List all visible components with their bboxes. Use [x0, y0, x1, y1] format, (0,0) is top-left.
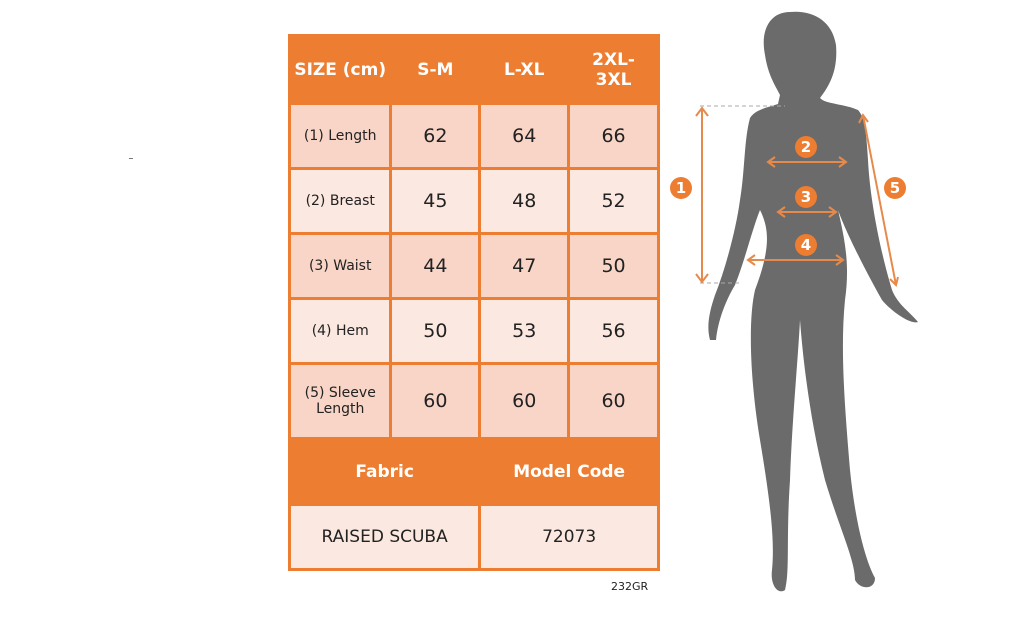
- fabric-value: RAISED SCUBA: [287, 503, 482, 571]
- cell: 44: [389, 232, 482, 300]
- size-chart-table: SIZE (cm) S-M L-XL 2XL-3XL (1) Length 62…: [287, 34, 660, 571]
- cell: 66: [567, 102, 660, 170]
- col-header: L-XL: [478, 34, 571, 105]
- cell: 45: [389, 167, 482, 235]
- marker-1: 1: [676, 179, 686, 197]
- table-row: (3) Waist 44 47 50: [287, 232, 660, 300]
- cell: 53: [478, 297, 571, 365]
- table-row: (4) Hem 50 53 56: [287, 297, 660, 365]
- row-label: (4) Hem: [287, 297, 393, 365]
- model-code-value: 72073: [478, 503, 660, 571]
- cell: 60: [389, 362, 482, 440]
- row-label: (3) Waist: [287, 232, 393, 300]
- body-measurement-illustration: 1 2 3 4 5: [670, 11, 918, 592]
- cell: 64: [478, 102, 571, 170]
- cell: 60: [567, 362, 660, 440]
- fabric-header-row: Fabric Model Code: [287, 437, 660, 506]
- fabric-row: RAISED SCUBA 72073: [287, 503, 660, 571]
- size-header: SIZE (cm): [287, 34, 393, 105]
- product-code: 232GR: [611, 580, 649, 593]
- body-silhouette: [708, 11, 918, 592]
- header-row: SIZE (cm) S-M L-XL 2XL-3XL: [287, 34, 660, 105]
- col-header: 2XL-3XL: [567, 34, 660, 105]
- fabric-header: Fabric: [287, 437, 482, 506]
- model-code-header: Model Code: [478, 437, 660, 506]
- cell: 60: [478, 362, 571, 440]
- cell: 62: [389, 102, 482, 170]
- table-row: (5) Sleeve Length 60 60 60: [287, 362, 660, 440]
- measure-arrows: [695, 106, 899, 287]
- cell: 48: [478, 167, 571, 235]
- cell: 56: [567, 297, 660, 365]
- guide-lines: [700, 105, 785, 284]
- measure-markers: 1 2 3 4 5: [670, 136, 906, 256]
- marker-4: 4: [801, 236, 811, 254]
- cell: 50: [567, 232, 660, 300]
- marker-2: 2: [801, 138, 811, 156]
- cell: 47: [478, 232, 571, 300]
- marker-5: 5: [890, 179, 900, 197]
- row-label: (5) Sleeve Length: [287, 362, 393, 440]
- table-row: (2) Breast 45 48 52: [287, 167, 660, 235]
- row-label: (1) Length: [287, 102, 393, 170]
- stray-mark: [129, 158, 133, 159]
- marker-3: 3: [801, 188, 811, 206]
- cell: 52: [567, 167, 660, 235]
- col-header: S-M: [389, 34, 482, 105]
- table-row: (1) Length 62 64 66: [287, 102, 660, 170]
- cell: 50: [389, 297, 482, 365]
- row-label: (2) Breast: [287, 167, 393, 235]
